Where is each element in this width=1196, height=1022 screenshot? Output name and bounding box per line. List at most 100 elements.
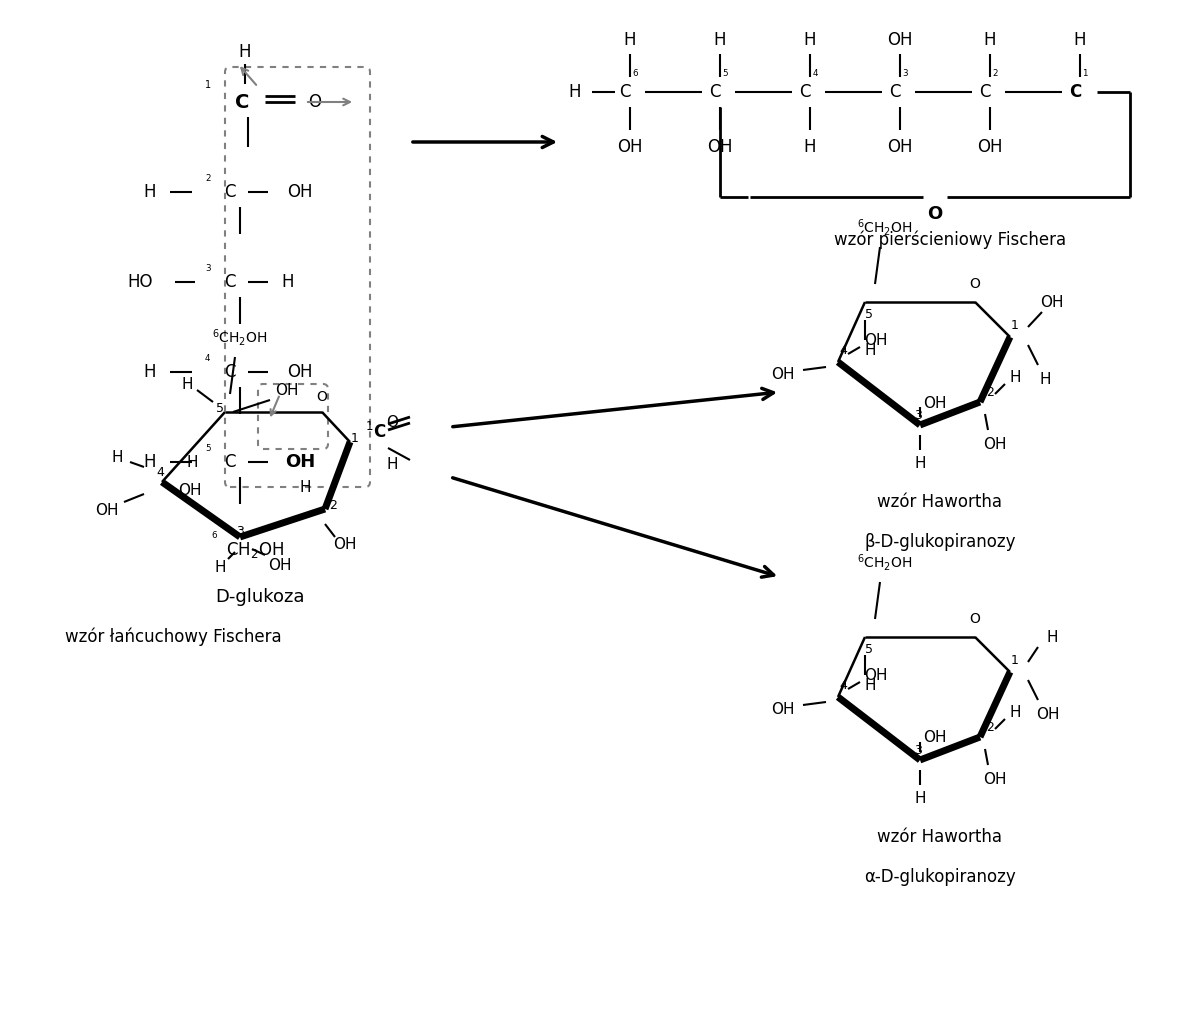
Text: OH: OH [1041, 294, 1063, 310]
Text: H: H [1039, 372, 1051, 386]
Text: OH: OH [285, 453, 315, 471]
Text: $^2$: $^2$ [991, 69, 999, 82]
Text: OH: OH [923, 731, 947, 745]
Text: 5: 5 [216, 402, 224, 415]
Text: C: C [224, 453, 236, 471]
Text: C: C [224, 183, 236, 201]
Text: H: H [804, 31, 816, 49]
Text: D-glukoza: D-glukoza [215, 588, 305, 606]
Text: H: H [624, 31, 636, 49]
Text: OH: OH [334, 537, 356, 552]
Text: C: C [224, 363, 236, 381]
Text: $^5$: $^5$ [722, 69, 728, 82]
Text: 5: 5 [865, 308, 873, 321]
Text: OH: OH [865, 332, 887, 347]
Text: OH: OH [771, 367, 795, 381]
Text: H: H [714, 31, 726, 49]
Text: OH: OH [771, 701, 795, 716]
Text: 2: 2 [986, 385, 994, 399]
Text: OH: OH [865, 667, 887, 683]
Text: O: O [309, 93, 322, 111]
Text: OH: OH [707, 138, 733, 156]
Text: C: C [1069, 83, 1081, 101]
Text: OH: OH [275, 382, 299, 398]
Text: C: C [799, 83, 811, 101]
Text: H: H [1046, 630, 1057, 645]
Text: $^4$: $^4$ [812, 69, 819, 82]
Text: β-D-glukopiranozy: β-D-glukopiranozy [865, 533, 1015, 551]
Text: 4: 4 [840, 679, 847, 692]
Text: OH: OH [178, 482, 202, 498]
Text: 2: 2 [986, 721, 994, 734]
Text: H: H [144, 453, 157, 471]
Text: OH: OH [983, 436, 1007, 452]
Text: $^6$: $^6$ [631, 69, 639, 82]
Text: $^6$CH$_2$OH: $^6$CH$_2$OH [212, 326, 268, 347]
Text: H: H [214, 559, 226, 574]
Text: C: C [224, 273, 236, 291]
Text: H: H [282, 273, 294, 291]
Text: C: C [709, 83, 721, 101]
Text: H: H [569, 83, 581, 101]
Text: OH: OH [887, 138, 913, 156]
Text: OH: OH [1036, 706, 1060, 722]
Text: O: O [317, 390, 328, 404]
Text: O: O [927, 205, 942, 223]
Text: CH$_2$OH: CH$_2$OH [226, 540, 285, 560]
Text: H: H [111, 450, 123, 465]
Text: $^6$: $^6$ [212, 531, 219, 544]
Text: 3: 3 [914, 409, 922, 421]
Text: H: H [865, 678, 875, 693]
Text: $^4$: $^4$ [205, 354, 212, 367]
Text: 3: 3 [914, 743, 922, 756]
Text: OH: OH [977, 138, 1002, 156]
Text: $^3$: $^3$ [205, 264, 212, 277]
Text: $^3$: $^3$ [902, 69, 909, 82]
Text: H: H [386, 457, 398, 471]
Text: H: H [865, 342, 875, 358]
Text: OH: OH [287, 363, 312, 381]
Text: H: H [1074, 31, 1086, 49]
Text: H: H [299, 479, 311, 495]
Text: O: O [970, 612, 981, 626]
Text: HO: HO [127, 273, 153, 291]
Text: $^2$: $^2$ [205, 174, 212, 187]
Text: $^5$: $^5$ [205, 444, 212, 457]
Text: OH: OH [887, 31, 913, 49]
Text: H: H [187, 455, 197, 469]
Text: 2: 2 [329, 499, 337, 511]
Text: C: C [234, 93, 249, 111]
Text: $^1$: $^1$ [1082, 69, 1088, 82]
Text: $^1$C: $^1$C [365, 422, 386, 443]
Text: 1: 1 [1011, 319, 1019, 331]
Text: H: H [239, 43, 251, 61]
Text: $^6$CH$_2$OH: $^6$CH$_2$OH [858, 552, 913, 572]
Text: $^6$CH$_2$OH: $^6$CH$_2$OH [858, 217, 913, 237]
Text: OH: OH [923, 396, 947, 411]
Text: wzór Hawortha: wzór Hawortha [878, 828, 1002, 846]
Text: wzór Hawortha: wzór Hawortha [878, 493, 1002, 511]
Text: $^1$: $^1$ [205, 80, 212, 94]
Text: C: C [890, 83, 901, 101]
Text: OH: OH [287, 183, 312, 201]
Text: H: H [1009, 370, 1020, 384]
Text: OH: OH [617, 138, 642, 156]
Text: wzór łańcuchowy Fischera: wzór łańcuchowy Fischera [65, 628, 281, 646]
Text: H: H [182, 376, 193, 391]
Text: H: H [144, 363, 157, 381]
Text: H: H [144, 183, 157, 201]
Text: α-D-glukopiranozy: α-D-glukopiranozy [865, 868, 1015, 886]
Text: 1: 1 [1011, 653, 1019, 666]
Text: H: H [984, 31, 996, 49]
Text: O: O [970, 277, 981, 291]
Text: C: C [980, 83, 990, 101]
Text: 5: 5 [865, 643, 873, 655]
Text: C: C [620, 83, 630, 101]
Text: OH: OH [268, 557, 292, 572]
Text: 4: 4 [840, 343, 847, 357]
Text: H: H [914, 790, 926, 805]
Text: H: H [804, 138, 816, 156]
Text: 1: 1 [352, 431, 359, 445]
Text: OH: OH [983, 772, 1007, 787]
Text: wzór pierścieniowy Fischera: wzór pierścieniowy Fischera [834, 231, 1066, 249]
